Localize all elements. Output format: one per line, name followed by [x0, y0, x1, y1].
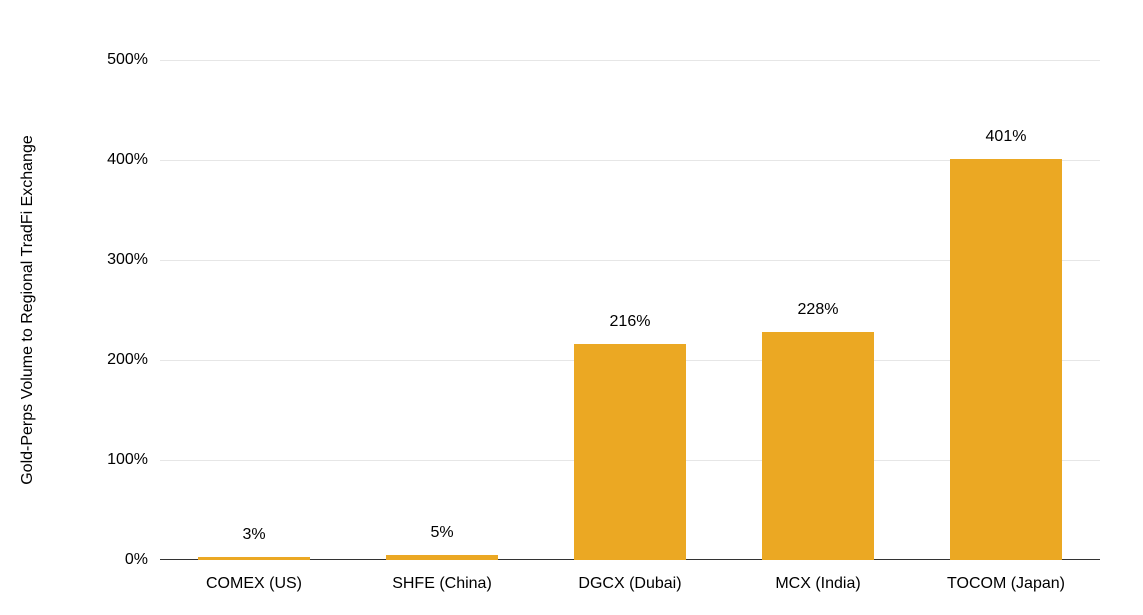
- bar-value-label: 401%: [985, 128, 1027, 145]
- y-axis-title: Gold-Perps Volume to Regional TradFi Exc…: [19, 135, 36, 485]
- x-axis-category-label: SHFE (China): [392, 575, 492, 592]
- bar: [197, 557, 311, 560]
- bar: [761, 332, 875, 560]
- y-axis-tick-label: 100%: [107, 451, 148, 468]
- bar-value-label: 216%: [609, 313, 651, 330]
- bar-value-label: 228%: [797, 301, 839, 318]
- y-axis-tick-label: 500%: [107, 51, 148, 68]
- x-axis-category-label: COMEX (US): [206, 575, 302, 592]
- bar: [949, 159, 1063, 560]
- bar: [573, 344, 687, 560]
- gridline: [160, 260, 1100, 261]
- bar: [385, 555, 499, 560]
- y-axis-tick-label: 200%: [107, 351, 148, 368]
- x-axis-category-label: DGCX (Dubai): [578, 575, 682, 592]
- gridline: [160, 60, 1100, 61]
- gridline: [160, 160, 1100, 161]
- bar-value-label: 3%: [242, 526, 266, 543]
- plot-area: 3% 5% 216% 228% 401%: [160, 60, 1100, 560]
- y-axis-tick-label: 0%: [124, 551, 148, 568]
- x-axis-category-label: TOCOM (Japan): [947, 575, 1065, 592]
- bar-value-label: 5%: [430, 524, 454, 541]
- y-axis-tick-label: 400%: [107, 151, 148, 168]
- y-axis-tick-label: 300%: [107, 251, 148, 268]
- x-axis-category-label: MCX (India): [775, 575, 861, 592]
